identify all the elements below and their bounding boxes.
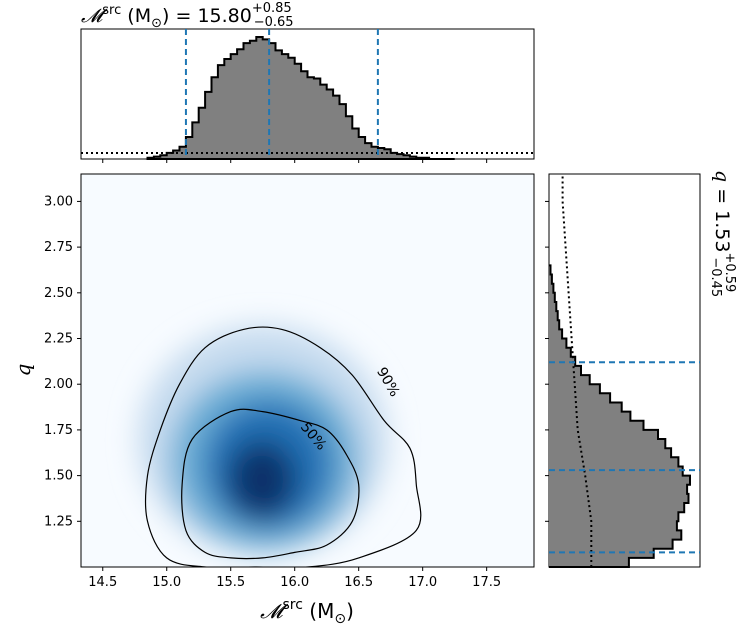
x-axis-label: 𝓜src (M⊙) <box>260 597 354 627</box>
top-panel-title: 𝓜src (M⊙) = 15.80+0.85 −0.65 <box>81 1 294 31</box>
y-tick-label: 1.25 <box>44 514 73 529</box>
y-tick-label: 1.50 <box>44 469 73 484</box>
x-tick-label: 15.5 <box>216 575 245 590</box>
y-axis-ticks: 1.25 1.50 1.75 2.00 2.25 2.50 2.75 3.00 <box>44 194 549 529</box>
right-marginal-panel: q = 1.53+0.59−0.45 <box>548 170 737 568</box>
y-tick-label: 2.00 <box>44 377 73 392</box>
x-tick-label: 16.0 <box>280 575 309 590</box>
right-panel-title: q = 1.53+0.59−0.45 <box>708 170 737 297</box>
x-tick-label: 16.5 <box>344 575 373 590</box>
joint-panel: 50%90% 14.5 15.0 15.5 16.0 16.5 17.0 17.5 1.25… <box>11 159 549 627</box>
y-tick-label: 1.75 <box>44 423 73 438</box>
contour-50pct <box>181 408 360 560</box>
x-tick-label: 14.5 <box>88 575 117 590</box>
top-histogram <box>81 29 534 160</box>
joint-panel-frame <box>80 173 535 568</box>
y-tick-label: 2.50 <box>44 286 73 301</box>
y-axis-label: q <box>11 364 35 377</box>
contour-90pct <box>144 326 422 567</box>
x-tick-label: 15.0 <box>152 575 181 590</box>
density-heatmap <box>138 325 388 555</box>
right-histogram-bars <box>549 264 691 568</box>
right-histogram <box>549 174 700 568</box>
y-tick-label: 2.25 <box>44 332 73 347</box>
x-axis-ticks: 14.5 15.0 15.5 16.0 16.5 17.0 17.5 <box>88 159 501 590</box>
y-tick-label: 2.75 <box>44 240 73 255</box>
y-tick-label: 3.00 <box>44 194 73 209</box>
x-tick-label: 17.5 <box>472 575 501 590</box>
x-tick-label: 17.0 <box>408 575 437 590</box>
top-marginal-panel: 𝓜src (M⊙) = 15.80+0.85 −0.65 <box>80 1 535 160</box>
top-histogram-bars <box>146 36 455 160</box>
